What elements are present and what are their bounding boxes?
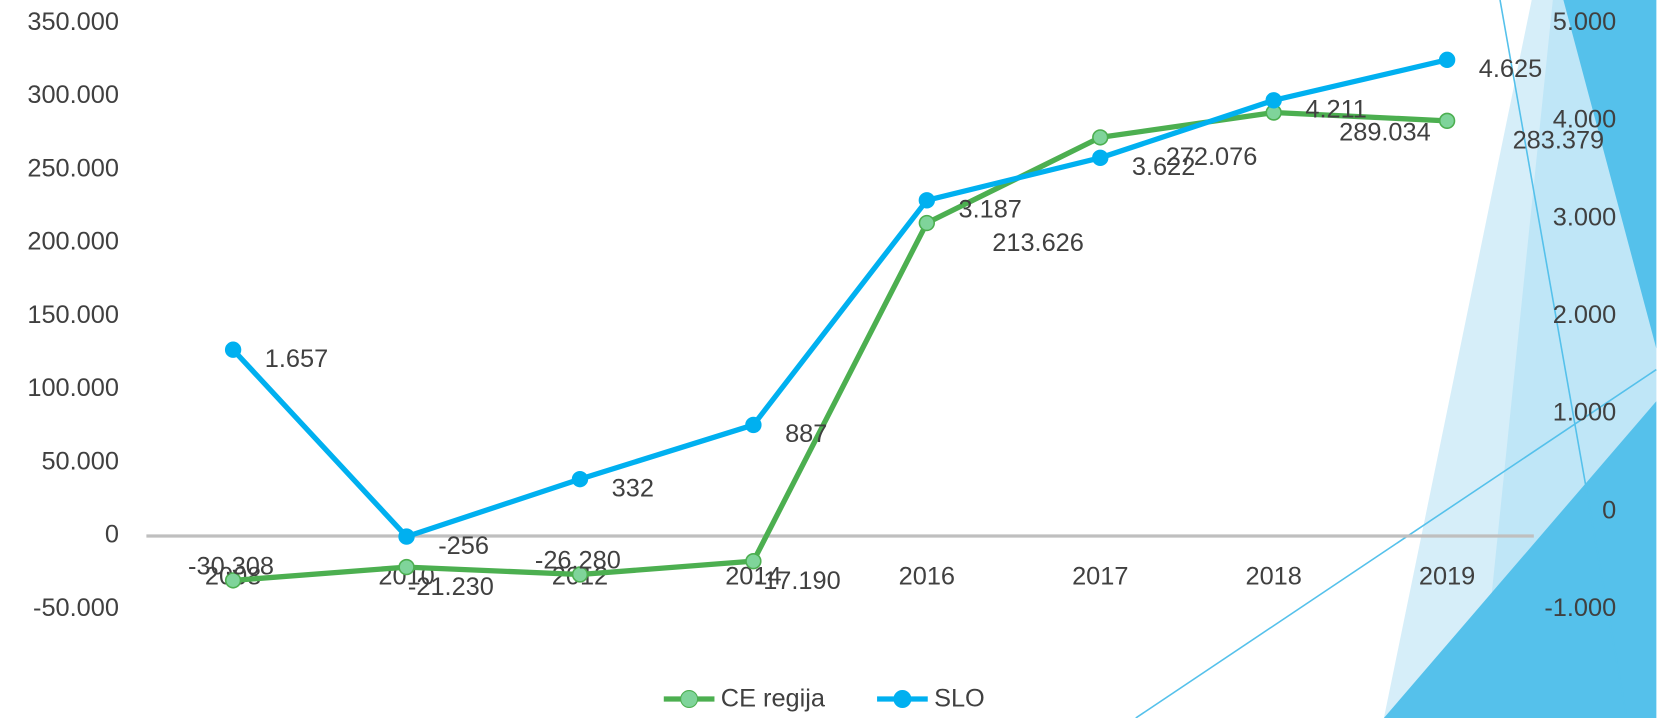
point: [1092, 129, 1109, 146]
data-label: -256: [438, 532, 489, 560]
y-tick-label: -50.000: [33, 594, 119, 622]
point: [918, 214, 936, 232]
point: [571, 470, 589, 488]
y2-tick-label: 2.000: [1553, 301, 1616, 329]
data-label: 213.626: [992, 229, 1084, 257]
decoration: [1135, 0, 1657, 718]
y-tick-label: 50.000: [41, 447, 118, 475]
data-label: 332: [612, 474, 654, 502]
legend-label: SLO: [934, 685, 985, 713]
data-label: 887: [785, 420, 827, 448]
data-label: -17.190: [755, 567, 841, 595]
point: [398, 528, 415, 545]
data-label: 283.379: [1513, 127, 1605, 155]
legend-marker: [680, 690, 699, 708]
point: [1438, 51, 1456, 69]
point: [918, 192, 936, 209]
y2-tick-label: 0: [1602, 496, 1616, 524]
point: [745, 416, 762, 434]
y2-tick-label: 1.000: [1553, 399, 1616, 427]
y-tick-label: 300.000: [27, 81, 119, 109]
data-label: 4.211: [1305, 96, 1367, 124]
y-tick-label: 100.000: [27, 374, 119, 402]
data-label: 289.034: [1339, 118, 1431, 146]
point: [1092, 149, 1109, 167]
point: [1265, 92, 1282, 109]
point: [224, 341, 242, 358]
data-label: 3.622: [1132, 153, 1195, 181]
x-tick-label: 2017: [1072, 562, 1128, 590]
point: [571, 566, 589, 583]
data-label: 4.625: [1479, 55, 1542, 83]
series-line: [231, 57, 1448, 540]
point: [224, 572, 242, 589]
legend-marker: [893, 690, 912, 708]
data-label: 3.187: [959, 196, 1022, 224]
point: [398, 558, 415, 576]
y-tick-label: 0: [105, 521, 119, 549]
legend: CE regija SLO: [663, 685, 985, 713]
data-label: -26.280: [535, 547, 621, 575]
y2-tick-label: 5.000: [1553, 8, 1616, 36]
x-tick-label: 2018: [1246, 562, 1302, 590]
point: [1438, 112, 1456, 130]
x-tick-label: 2016: [899, 562, 955, 590]
data-label: 272.076: [1166, 143, 1258, 171]
x-tick-label: 2019: [1419, 562, 1475, 590]
data-label: -30.308: [188, 552, 274, 580]
data-label: 1.657: [265, 345, 328, 373]
legend-label: CE regija: [721, 685, 826, 713]
series-line: [232, 109, 1448, 584]
y-tick-label: 250.000: [27, 154, 119, 182]
y2-tick-label: 3.000: [1553, 203, 1616, 231]
y2-tick-label: -1.000: [1544, 594, 1616, 622]
data-label: -21.230: [408, 573, 494, 601]
y2-tick-label: 4.000: [1553, 106, 1616, 134]
point: [745, 552, 762, 570]
y-tick-label: 350.000: [27, 8, 119, 36]
y-tick-label: 150.000: [27, 301, 119, 329]
y-tick-label: 200.000: [27, 228, 119, 256]
